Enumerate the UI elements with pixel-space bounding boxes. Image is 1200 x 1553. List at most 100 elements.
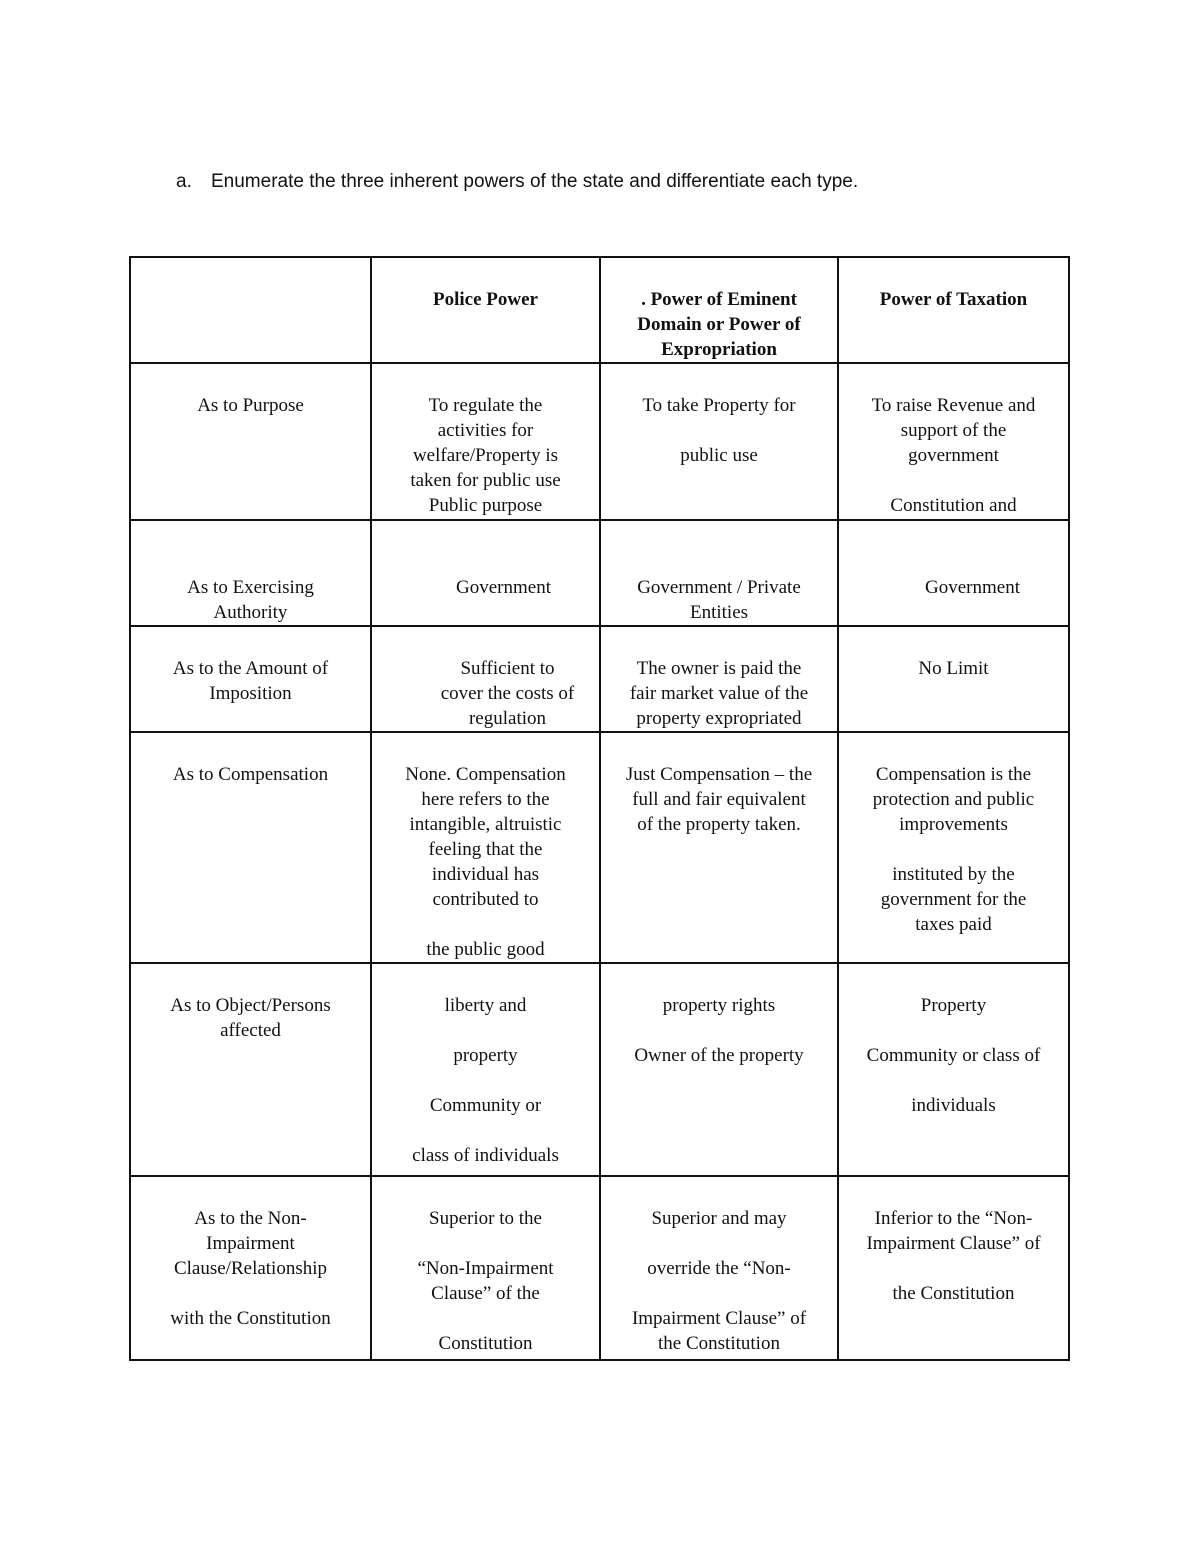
cell-text-line bbox=[137, 1281, 364, 1306]
cell-police-power: To regulate the activities for welfare/Pro… bbox=[370, 362, 601, 521]
table-row: As to Purpose To regulate the activities f… bbox=[129, 362, 1070, 521]
cell-text-line: Inferior to the “Non- bbox=[874, 1208, 1033, 1229]
cell-text-line: Constitution bbox=[438, 1333, 533, 1354]
cell-text-line: Compensation is the bbox=[875, 764, 1032, 785]
cell-text-line: protection and public bbox=[872, 789, 1035, 810]
cell-text-line: As to the Non- bbox=[194, 1208, 307, 1229]
table-row: As to the Non- Impairment Clause/Relations… bbox=[129, 1175, 1070, 1361]
cell-text-line bbox=[607, 1018, 831, 1043]
header-row: Police Power . Power of Eminent Domain or … bbox=[129, 256, 1070, 364]
cell-text-line: Imposition bbox=[209, 683, 292, 704]
cell-text-line bbox=[845, 1256, 1062, 1281]
cell-text-line: contributed to bbox=[432, 889, 539, 910]
cell-text-line: To take Property for bbox=[642, 395, 796, 416]
cell-text-line: Authority bbox=[213, 602, 288, 623]
cell-text-line bbox=[378, 1231, 593, 1256]
cell-taxation: No Limit bbox=[837, 625, 1070, 733]
cell-text-line: the Constitution bbox=[658, 1333, 780, 1354]
cell-criterion: As to the Non- Impairment Clause/Relations… bbox=[129, 1175, 372, 1361]
cell-text-line bbox=[378, 1118, 593, 1143]
cell-text-line: Clause/Relationship bbox=[173, 1258, 328, 1279]
cell-police-power: Sufficient to cover the costs of regulatio… bbox=[370, 625, 601, 733]
cell-police-power: Superior to the “Non-Impairment Clause” of… bbox=[370, 1175, 601, 1361]
cell-text-line: intangible, altruistic bbox=[409, 814, 562, 835]
cell-taxation: Power of Taxation bbox=[837, 256, 1070, 364]
cell-text-line: None. Compensation bbox=[405, 764, 566, 785]
cell-text-line: Impairment Clause” of bbox=[631, 1308, 807, 1329]
cell-text-line: Sufficient to bbox=[460, 658, 555, 679]
cell-text-line: As to Object/Persons bbox=[170, 995, 331, 1016]
cell-text-line: Government bbox=[925, 577, 1020, 598]
table-row: As to Compensation None. Compensation here… bbox=[129, 731, 1070, 964]
question-text: Enumerate the three inherent powers of t… bbox=[211, 171, 859, 192]
cell-text-line: instituted by the bbox=[892, 864, 1015, 885]
cell-taxation: To raise Revenue and support of the govern… bbox=[837, 362, 1070, 521]
cell-text-line: Just Compensation – the bbox=[625, 764, 813, 785]
cell-text-line: Police Power bbox=[433, 289, 538, 310]
cell-text-line: with the Constitution bbox=[170, 1308, 331, 1329]
cell-text-line: Community or bbox=[429, 1095, 542, 1116]
table-row: As to the Amount of Imposition Sufficient … bbox=[129, 625, 1070, 733]
cell-text-line bbox=[378, 912, 593, 937]
cell-text-line bbox=[137, 550, 364, 575]
question: a. Enumerate the three inherent powers of… bbox=[176, 171, 858, 193]
cell-text-line: Power of Taxation bbox=[879, 289, 1028, 310]
cell-text-line bbox=[845, 468, 1062, 493]
cell-text-line: support of the bbox=[900, 420, 1007, 441]
cell-text-line: taxes paid bbox=[915, 914, 992, 935]
cell-text-line: Community or class of bbox=[866, 1045, 1041, 1066]
question-label: a. bbox=[176, 171, 192, 192]
cell-text-line: affected bbox=[220, 1020, 281, 1041]
cell-text-line bbox=[378, 1068, 593, 1093]
cell-eminent-domain: Government / Private Entities bbox=[599, 519, 839, 627]
cell-text-line: No Limit bbox=[918, 658, 989, 679]
cell-criterion: As to Object/Persons affected bbox=[129, 962, 372, 1177]
cell-text-line: government bbox=[908, 445, 999, 466]
cell-text-line: Domain or Power of bbox=[637, 314, 801, 335]
cell-text-line: regulation bbox=[468, 708, 547, 729]
cell-text-line: the Constitution bbox=[892, 1283, 1015, 1304]
cell-eminent-domain: Superior and may override the “Non- Impair… bbox=[599, 1175, 839, 1361]
cell-criterion bbox=[129, 256, 372, 364]
cell-police-power: Government bbox=[370, 519, 601, 627]
cell-police-power: Police Power bbox=[370, 256, 601, 364]
cell-text-line: Expropriation bbox=[661, 339, 777, 360]
cell-text-line: the public good bbox=[426, 939, 545, 960]
cell-text-line: activities for bbox=[437, 420, 534, 441]
cell-text-line: feeling that the bbox=[428, 839, 543, 860]
cell-taxation: Property Community or class of individuals bbox=[837, 962, 1070, 1177]
cell-text-line: taken for public use bbox=[410, 470, 561, 491]
cell-text-line: here refers to the bbox=[421, 789, 550, 810]
cell-text-line: Superior and may bbox=[651, 1208, 787, 1229]
cell-text-line: As to Exercising bbox=[187, 577, 314, 598]
cell-text-line bbox=[414, 550, 593, 575]
cell-text-line: Superior to the bbox=[429, 1208, 542, 1229]
cell-text-line bbox=[378, 1306, 593, 1331]
cell-text-line: Owner of the property bbox=[634, 1045, 804, 1066]
cell-text-line bbox=[845, 1018, 1062, 1043]
cell-text-line: of the property taken. bbox=[637, 814, 801, 835]
cell-criterion: As to Exercising Authority bbox=[129, 519, 372, 627]
cell-eminent-domain: To take Property for public use bbox=[599, 362, 839, 521]
cell-text-line: government for the bbox=[880, 889, 1027, 910]
cell-criterion: As to Compensation bbox=[129, 731, 372, 964]
inherent-powers-table: Police Power . Power of Eminent Domain or … bbox=[129, 256, 1070, 1361]
cell-taxation: Compensation is the protection and public… bbox=[837, 731, 1070, 964]
cell-text-line: As to Compensation bbox=[172, 764, 329, 785]
cell-text-line: Constitution and bbox=[890, 495, 1017, 516]
cell-text-line: . Power of Eminent bbox=[641, 289, 797, 310]
table-row: As to Object/Persons affected liberty and p… bbox=[129, 962, 1070, 1177]
cell-text-line bbox=[845, 837, 1062, 862]
cell-text-line: Clause” of the bbox=[431, 1283, 540, 1304]
cell-text-line: individuals bbox=[911, 1095, 996, 1116]
cell-text-line: Property bbox=[920, 995, 987, 1016]
cell-text-line: Government / Private bbox=[637, 577, 801, 598]
cell-text-line: Government bbox=[456, 577, 551, 598]
cell-text-line: Impairment bbox=[206, 1233, 295, 1254]
cell-text-line: Impairment Clause” of bbox=[866, 1233, 1041, 1254]
cell-text-line: “Non-Impairment bbox=[417, 1258, 554, 1279]
cell-taxation: Inferior to the “Non- Impairment Clause” … bbox=[837, 1175, 1070, 1361]
cell-eminent-domain: Just Compensation – the full and fair equ… bbox=[599, 731, 839, 964]
cell-text-line bbox=[607, 550, 831, 575]
cell-text-line: public use bbox=[680, 445, 758, 466]
